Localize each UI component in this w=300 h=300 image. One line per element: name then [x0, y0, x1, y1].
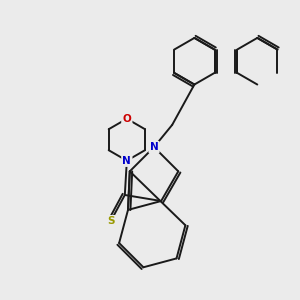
Text: O: O — [122, 114, 131, 124]
Text: S: S — [107, 216, 114, 226]
Text: N: N — [122, 156, 131, 166]
Text: N: N — [150, 142, 158, 152]
